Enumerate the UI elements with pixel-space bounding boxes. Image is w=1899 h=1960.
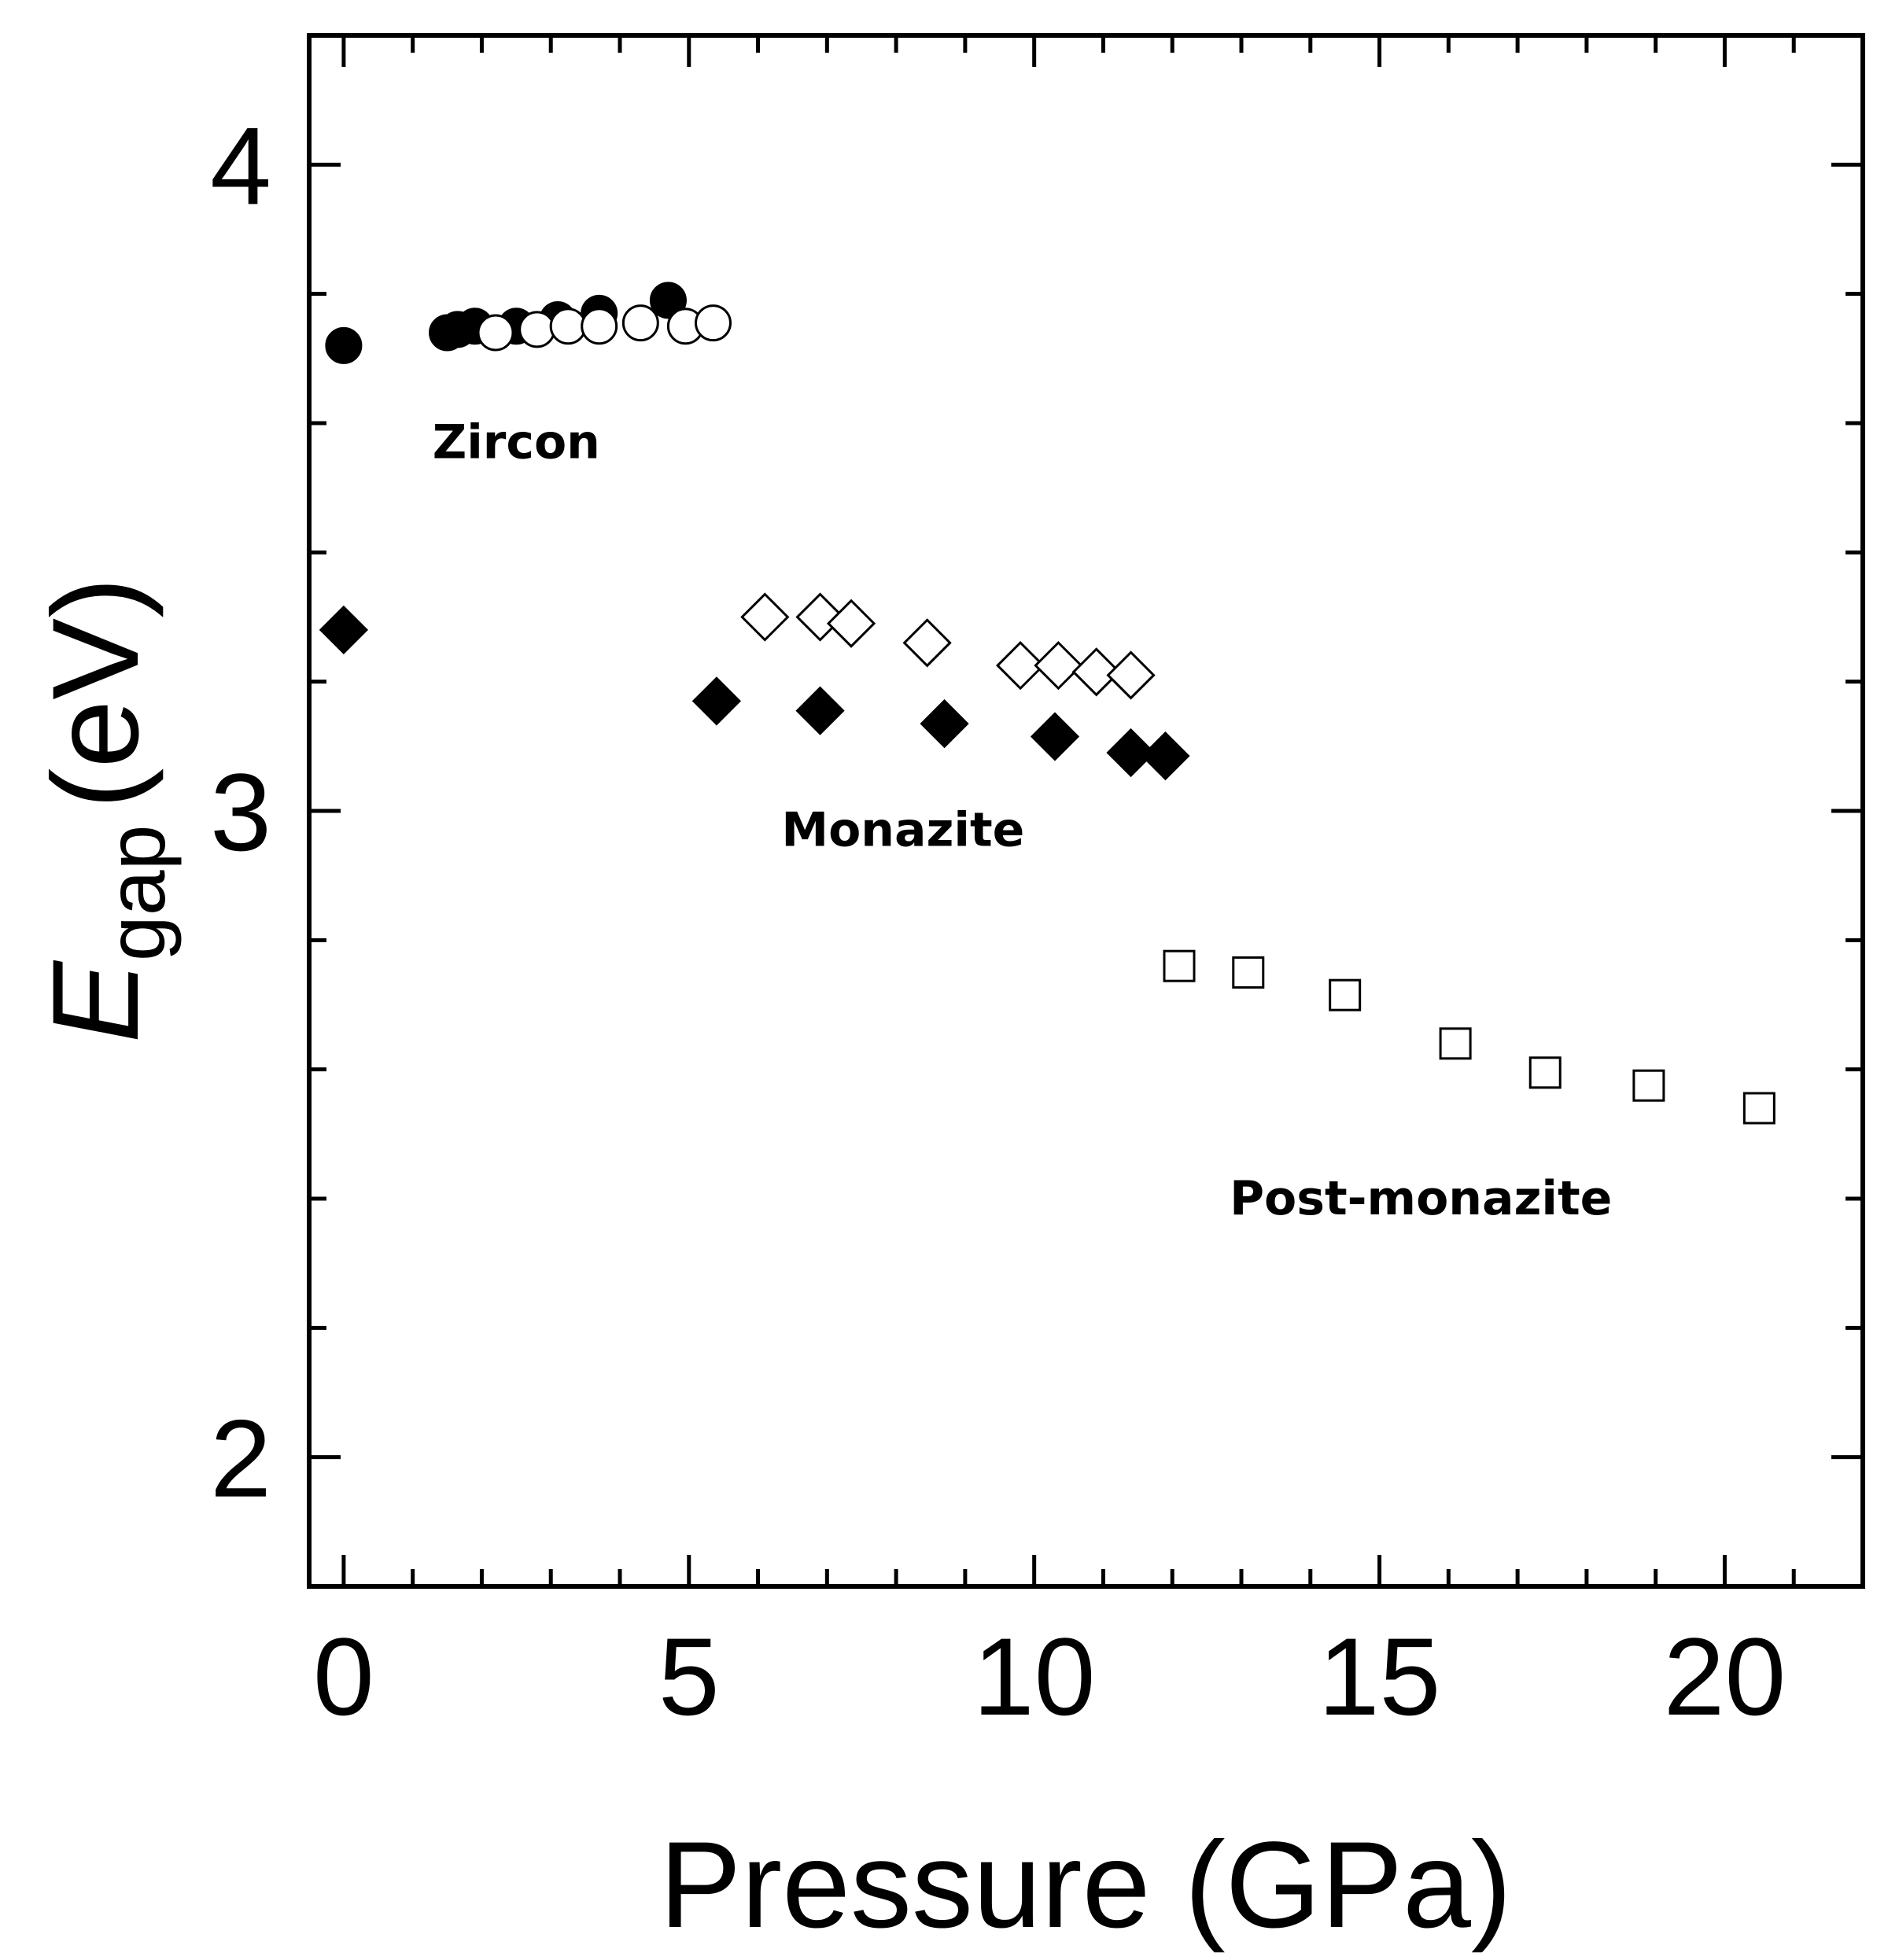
y-axis-label-subscript: gap xyxy=(91,825,183,962)
data-point xyxy=(795,686,845,735)
data-point xyxy=(477,314,514,352)
plot-area-frame xyxy=(307,33,1865,1589)
data-point xyxy=(995,641,1045,691)
x-tick-label: 10 xyxy=(973,1615,1096,1738)
x-tick-labels: 0 5 10 15 20 xyxy=(313,1615,1786,1738)
data-point xyxy=(1030,712,1080,761)
data-point xyxy=(1141,731,1190,781)
axis-ticks xyxy=(309,33,1863,1589)
data-point xyxy=(920,698,969,749)
x-tick-label: 20 xyxy=(1664,1615,1787,1738)
y-tick-label: 4 xyxy=(210,104,271,227)
annotation-label: Post-monazite xyxy=(1230,1171,1612,1226)
series-3 xyxy=(740,592,1156,700)
data-point xyxy=(826,599,876,648)
data-point xyxy=(740,592,790,642)
y-tick-label: 3 xyxy=(210,750,271,874)
y-axis-label: Egap (eV) xyxy=(28,577,183,1043)
x-tick-label: 5 xyxy=(658,1615,720,1738)
y-axis-label-main: E xyxy=(28,960,164,1043)
svg-text:Egap(eV): Egap (eV) xyxy=(28,577,183,1043)
data-point xyxy=(1439,1027,1472,1060)
data-point xyxy=(649,282,687,319)
data-point xyxy=(1528,1056,1562,1089)
annotations: Zircon Monazite Post-monazite xyxy=(433,415,1613,1226)
series-1 xyxy=(477,304,732,352)
data-point xyxy=(1742,1092,1775,1125)
data-point xyxy=(1163,949,1196,982)
data-point xyxy=(1329,978,1362,1011)
data-point xyxy=(902,618,952,668)
data-point xyxy=(1232,956,1265,989)
annotation-label: Monazite xyxy=(781,803,1024,858)
data-point xyxy=(1071,647,1121,697)
data-point xyxy=(691,676,742,726)
x-tick-label: 0 xyxy=(313,1615,374,1738)
y-tick-label: 2 xyxy=(210,1397,271,1520)
data-point xyxy=(1034,641,1083,691)
x-tick-label: 15 xyxy=(1318,1615,1441,1738)
data-point xyxy=(1632,1069,1665,1102)
series-4 xyxy=(1163,949,1775,1125)
data-point xyxy=(518,311,556,348)
data-point xyxy=(1106,728,1156,778)
data-point xyxy=(319,605,369,655)
y-tick-labels: 2 3 4 xyxy=(210,104,271,1520)
data-point xyxy=(581,308,618,345)
data-point xyxy=(325,326,363,364)
data-point xyxy=(695,304,732,342)
data-point xyxy=(1106,650,1156,700)
series-2 xyxy=(319,605,1190,781)
data-markers xyxy=(319,282,1775,1125)
data-point xyxy=(549,308,587,345)
y-axis-label-unit: (eV) xyxy=(28,577,164,809)
x-axis-label: Pressure (GPa) xyxy=(659,1817,1512,1954)
annotation-label: Zircon xyxy=(433,415,600,470)
data-point xyxy=(795,592,845,642)
data-point xyxy=(621,304,659,342)
